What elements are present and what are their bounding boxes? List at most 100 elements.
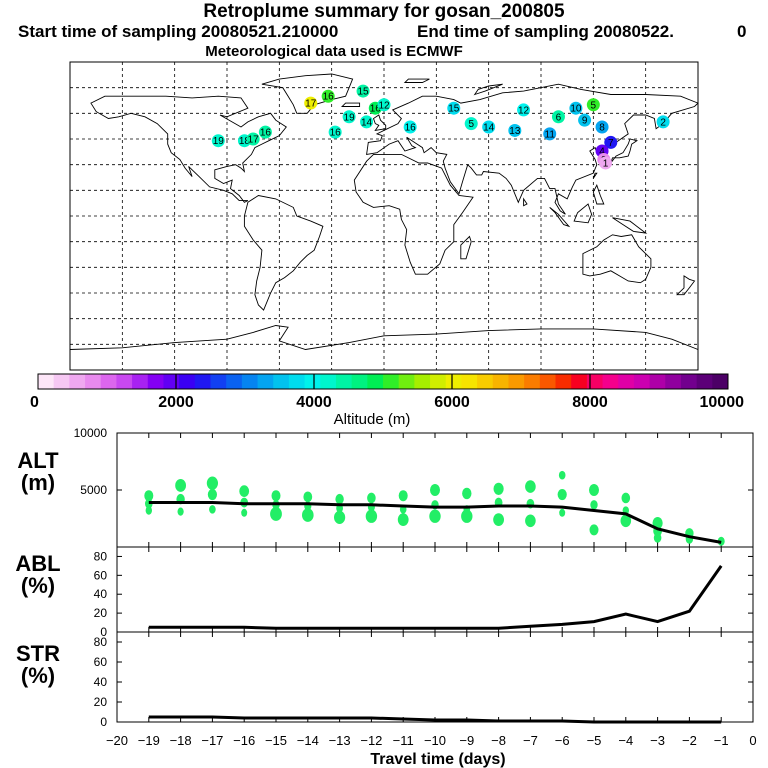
colorbar-swatch bbox=[461, 374, 478, 389]
plume-day-label: 13 bbox=[509, 126, 521, 137]
plume-center-marker bbox=[551, 110, 565, 124]
altitude-scatter-point bbox=[429, 509, 441, 523]
plume-day-label: 8 bbox=[599, 123, 605, 134]
altitude-scatter-point bbox=[209, 505, 216, 514]
colorbar-swatch bbox=[712, 374, 729, 389]
plume-center-marker bbox=[578, 113, 592, 127]
coastline-uk bbox=[372, 114, 387, 132]
colorbar-swatch bbox=[194, 374, 211, 389]
altitude-scatter-point bbox=[241, 508, 248, 517]
plume-center-marker bbox=[328, 125, 342, 139]
plume-day-label: 1 bbox=[603, 158, 609, 169]
colorbar-swatch bbox=[85, 374, 102, 389]
altitude-colorbar: 0 2000 4000 6000 8000 10000 Altitude (m) bbox=[30, 373, 745, 428]
colorbar-tick-label: 0 bbox=[30, 394, 39, 411]
colorbar-swatch bbox=[53, 374, 70, 389]
plume-day-label: 14 bbox=[483, 123, 495, 134]
plume-center-marker bbox=[304, 96, 318, 110]
plume-center-marker bbox=[569, 101, 583, 115]
coastline-madagascar bbox=[460, 235, 472, 260]
coastline-eurasia bbox=[366, 83, 699, 215]
x-tick-label: −13 bbox=[329, 733, 351, 748]
altitude-scatter-point bbox=[335, 493, 344, 505]
plume-center-marker bbox=[482, 120, 496, 134]
coastline-africa bbox=[353, 153, 474, 275]
colorbar-swatch bbox=[210, 374, 227, 389]
panel-ylabel-str: STR bbox=[16, 641, 60, 666]
altitude-scatter-point bbox=[589, 484, 599, 496]
y-tick-label: 0 bbox=[100, 625, 107, 639]
colorbar-swatch bbox=[69, 374, 86, 389]
colorbar-swatch bbox=[571, 374, 588, 389]
colorbar-swatch bbox=[524, 374, 541, 389]
coastline-philippines bbox=[592, 184, 605, 205]
altitude-scatter-point bbox=[620, 514, 632, 528]
altitude-scatter-point bbox=[398, 490, 408, 502]
coastline-borneo bbox=[573, 203, 593, 224]
coastline-japan bbox=[610, 138, 639, 164]
colorbar-swatch bbox=[665, 374, 682, 389]
plume-day-label: 15 bbox=[448, 104, 460, 115]
colorbar-swatch bbox=[163, 374, 180, 389]
panel-ylabel-abl: ABL bbox=[15, 551, 60, 576]
x-tick-label: −19 bbox=[138, 733, 160, 748]
colorbar-title: Altitude (m) bbox=[334, 411, 411, 428]
y-tick-label: 60 bbox=[94, 568, 108, 582]
plume-center-marker bbox=[656, 115, 670, 129]
altitude-scatter-point bbox=[397, 513, 409, 527]
panel-ylabel-abl: (%) bbox=[21, 573, 55, 598]
plume-day-label: 12 bbox=[378, 100, 390, 111]
colorbar-swatch bbox=[555, 374, 572, 389]
plume-center-marker bbox=[246, 132, 260, 146]
altitude-scatter-point bbox=[430, 484, 440, 496]
colorbar-swatch bbox=[335, 374, 353, 389]
plume-center-marker bbox=[377, 98, 391, 112]
colorbar-swatch bbox=[445, 374, 462, 389]
colorbar-swatch bbox=[492, 374, 509, 389]
plume-center-marker bbox=[464, 117, 478, 131]
coastline-new-guinea bbox=[612, 217, 648, 234]
altitude-scatter-point bbox=[303, 491, 313, 503]
altitude-scatter-point bbox=[207, 488, 217, 501]
y-tick-label: 5000 bbox=[80, 483, 107, 497]
x-tick-label: −14 bbox=[297, 733, 319, 748]
y-tick-label: 40 bbox=[94, 675, 108, 689]
colorbar-tick-label: 8000 bbox=[572, 394, 608, 411]
plume-center-marker bbox=[258, 125, 272, 139]
coastline-sumatra bbox=[549, 207, 571, 228]
coastline-greenland bbox=[261, 73, 354, 114]
altitude-scatter-point bbox=[144, 490, 154, 502]
colorbar-swatch bbox=[539, 374, 556, 389]
sampling-start: Start time of sampling 20080521.210000 bbox=[18, 22, 339, 41]
altitude-scatter-point bbox=[589, 524, 599, 536]
colorbar-swatch bbox=[367, 374, 384, 389]
colorbar-swatch bbox=[179, 374, 196, 389]
colorbar-swatch bbox=[132, 374, 149, 389]
altitude-scatter-point bbox=[367, 492, 376, 504]
met-data-label: Meteorological data used is ECMWF bbox=[205, 43, 463, 60]
colorbar-swatch bbox=[586, 374, 604, 389]
altitude-scatter-point bbox=[145, 506, 152, 515]
plume-day-label: 17 bbox=[305, 99, 317, 110]
altitude-scatter-point bbox=[177, 507, 184, 516]
altitude-scatter-point bbox=[239, 485, 250, 498]
colorbar-tick-label: 4000 bbox=[296, 394, 332, 411]
x-tick-label: −2 bbox=[682, 733, 697, 748]
x-tick-label: 0 bbox=[749, 733, 756, 748]
sampling-end-suffix: 0 bbox=[737, 22, 747, 41]
panel-frame-str bbox=[116, 631, 754, 723]
plume-day-label: 16 bbox=[323, 92, 335, 103]
colorbar-swatch bbox=[477, 374, 494, 389]
plume-center-marker bbox=[360, 115, 374, 129]
colorbar-tick-label: 10000 bbox=[700, 394, 745, 411]
colorbar-swatch bbox=[508, 374, 525, 389]
plume-day-label: 5 bbox=[468, 119, 474, 130]
plume-day-label: 16 bbox=[330, 128, 342, 139]
plume-day-label: 15 bbox=[358, 87, 370, 98]
y-tick-label: 40 bbox=[94, 587, 108, 601]
altitude-scatter-point bbox=[334, 510, 346, 524]
plume-center-marker bbox=[517, 103, 531, 117]
series-line-abl bbox=[148, 565, 723, 630]
colorbar-swatch bbox=[226, 374, 243, 389]
